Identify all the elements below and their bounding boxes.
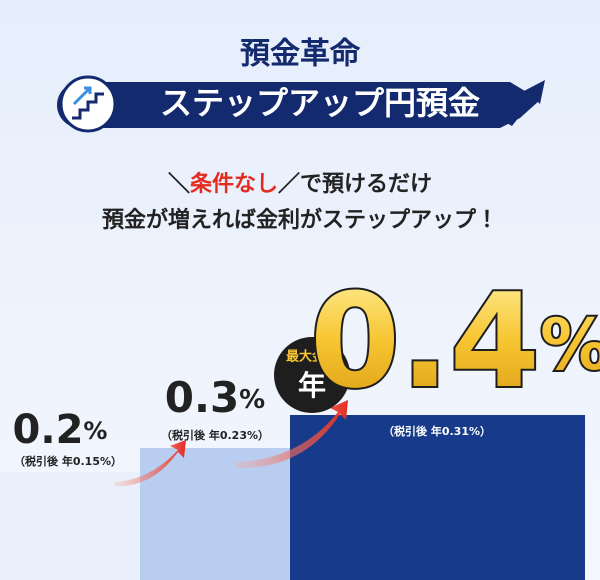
after-tax: （税引後 年0.15%） (14, 454, 122, 468)
rate: 0.2% (13, 407, 108, 453)
bracket: ／ (278, 172, 300, 197)
rate-number: 0.3 (165, 373, 239, 422)
step-arrow (115, 440, 186, 487)
stairs-icon (72, 92, 104, 120)
highlight: 条件なし (190, 171, 278, 197)
banner-arrow (505, 80, 545, 126)
after-tax: （税引後 年0.31%） (383, 424, 491, 438)
rate-unit: % (239, 385, 265, 415)
rate-unit: % (540, 304, 600, 386)
step-1 (0, 472, 140, 580)
rate: 0.3% (165, 373, 265, 422)
stairs-arrow (72, 86, 92, 106)
badge (274, 337, 350, 413)
subtitle-rest: で預けるだけ (300, 172, 432, 197)
banner-text: ステップアップ円預金 (160, 84, 480, 122)
badge-main: 年 (298, 369, 326, 402)
banner-pill (57, 82, 540, 128)
rate-number: 0.2 (13, 407, 84, 453)
rate-number: 0.4 (310, 265, 540, 417)
step-3 (290, 415, 585, 580)
step-2 (140, 448, 290, 580)
subtitle-line: 預金が増えれば金利がステップアップ！ (102, 207, 498, 233)
after-tax: （税引後 年0.23%） (161, 428, 269, 442)
step-arrow (235, 400, 348, 469)
title: 預金革命 (240, 37, 361, 72)
rate-unit: % (83, 417, 107, 445)
rate-max: 0.4% (310, 265, 600, 417)
badge-top: 最大金利 (286, 349, 338, 365)
bracket: ＼ (168, 172, 190, 197)
subtitle: ＼条件なし／で預けるだけ (168, 171, 432, 197)
